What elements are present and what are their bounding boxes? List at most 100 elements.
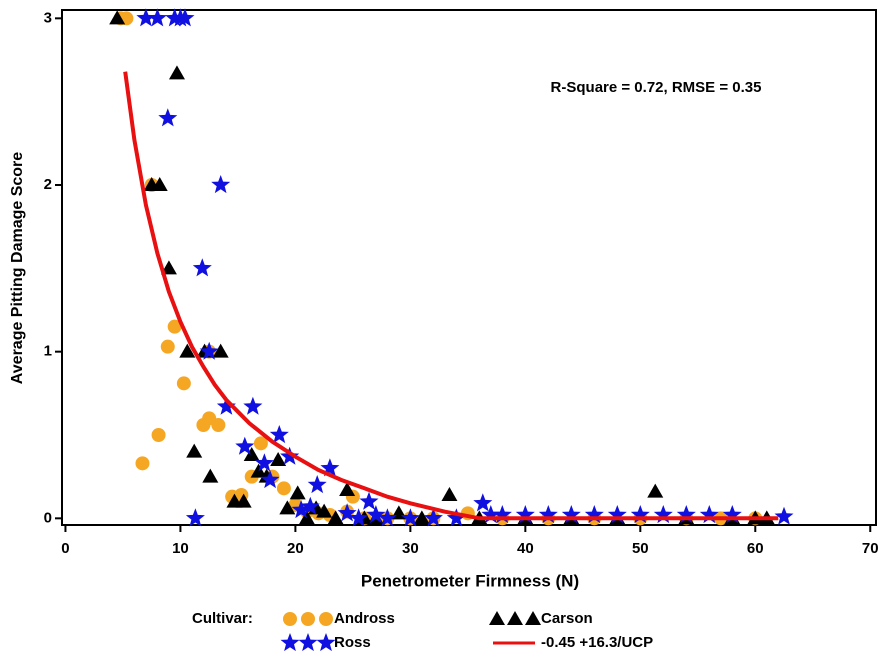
point (176, 376, 191, 391)
point (243, 447, 260, 461)
point (492, 505, 512, 524)
point (109, 10, 126, 25)
point (441, 487, 458, 501)
point (202, 468, 219, 483)
point (473, 493, 493, 512)
point (235, 493, 252, 508)
legend-marker (283, 612, 297, 626)
legend-title: Cultivar: (192, 610, 253, 627)
point (160, 339, 175, 354)
point (243, 396, 263, 415)
point (279, 500, 296, 515)
point (298, 510, 315, 525)
legend-marker (507, 611, 523, 625)
legend-marker (316, 633, 336, 651)
point (250, 463, 267, 478)
point (254, 453, 274, 472)
point (561, 505, 581, 524)
legend-marker (301, 612, 315, 626)
point (377, 508, 397, 527)
legend-label: Ross (334, 634, 371, 651)
point (216, 396, 236, 415)
point (179, 343, 196, 358)
point (211, 418, 226, 432)
point (647, 483, 664, 498)
point (151, 428, 166, 442)
point (253, 436, 268, 451)
point (291, 500, 311, 519)
point (607, 505, 627, 524)
point (270, 452, 287, 466)
legend-marker (489, 611, 505, 625)
point (327, 510, 344, 525)
point (481, 505, 501, 524)
x-tick-label: 0 (61, 540, 69, 557)
legend-marker (280, 633, 300, 651)
x-tick-label: 20 (287, 540, 304, 557)
point (269, 425, 289, 444)
point (699, 505, 719, 524)
x-tick-label: 70 (862, 540, 879, 557)
point (135, 456, 150, 471)
point (151, 177, 168, 191)
point (212, 343, 229, 358)
point (147, 8, 167, 27)
point (158, 108, 178, 127)
x-tick-label: 60 (747, 540, 764, 557)
point (722, 505, 742, 524)
legend-marker (525, 611, 541, 625)
point (413, 510, 430, 525)
point (359, 491, 379, 510)
point (175, 8, 195, 27)
x-tick-label: 10 (172, 540, 189, 557)
point (276, 481, 291, 496)
point (339, 482, 356, 496)
point (320, 458, 340, 477)
point (366, 505, 386, 524)
point (211, 175, 231, 194)
point (167, 319, 182, 334)
y-tick-label: 3 (44, 9, 52, 26)
point (185, 508, 205, 527)
x-axis-label: Penetrometer Firmness (N) (361, 571, 579, 590)
point (199, 341, 219, 360)
legend-label: Andross (334, 610, 395, 627)
point (400, 508, 420, 527)
point (300, 496, 320, 515)
point (186, 443, 203, 458)
point (423, 508, 443, 527)
point (160, 260, 177, 275)
legend-label: Carson (541, 610, 593, 627)
point (446, 508, 466, 527)
annotation: R-Square = 0.72, RMSE = 0.35 (551, 79, 762, 96)
point (192, 258, 212, 277)
point (280, 446, 300, 465)
y-axis-label: Average Pitting Damage Score (9, 152, 26, 384)
y-tick-label: 1 (44, 343, 52, 360)
legend-marker (319, 612, 333, 626)
point (774, 506, 794, 525)
point (289, 485, 306, 500)
fit-line (123, 71, 779, 521)
y-tick-label: 0 (44, 509, 52, 526)
point (136, 8, 156, 27)
point (538, 505, 558, 524)
x-tick-label: 50 (632, 540, 649, 557)
point (584, 505, 604, 524)
point (235, 436, 255, 455)
legend-label: -0.45 +16.3/UCP (541, 634, 653, 651)
point (168, 65, 185, 80)
point (349, 508, 369, 527)
x-tick-label: 30 (402, 540, 419, 557)
point (676, 505, 696, 524)
point (515, 505, 535, 524)
point (260, 470, 280, 489)
x-tick-label: 40 (517, 540, 534, 557)
point (307, 475, 327, 494)
point (316, 503, 333, 518)
legend-marker (298, 633, 318, 651)
point (630, 505, 650, 524)
point (337, 503, 357, 522)
point (653, 505, 673, 524)
